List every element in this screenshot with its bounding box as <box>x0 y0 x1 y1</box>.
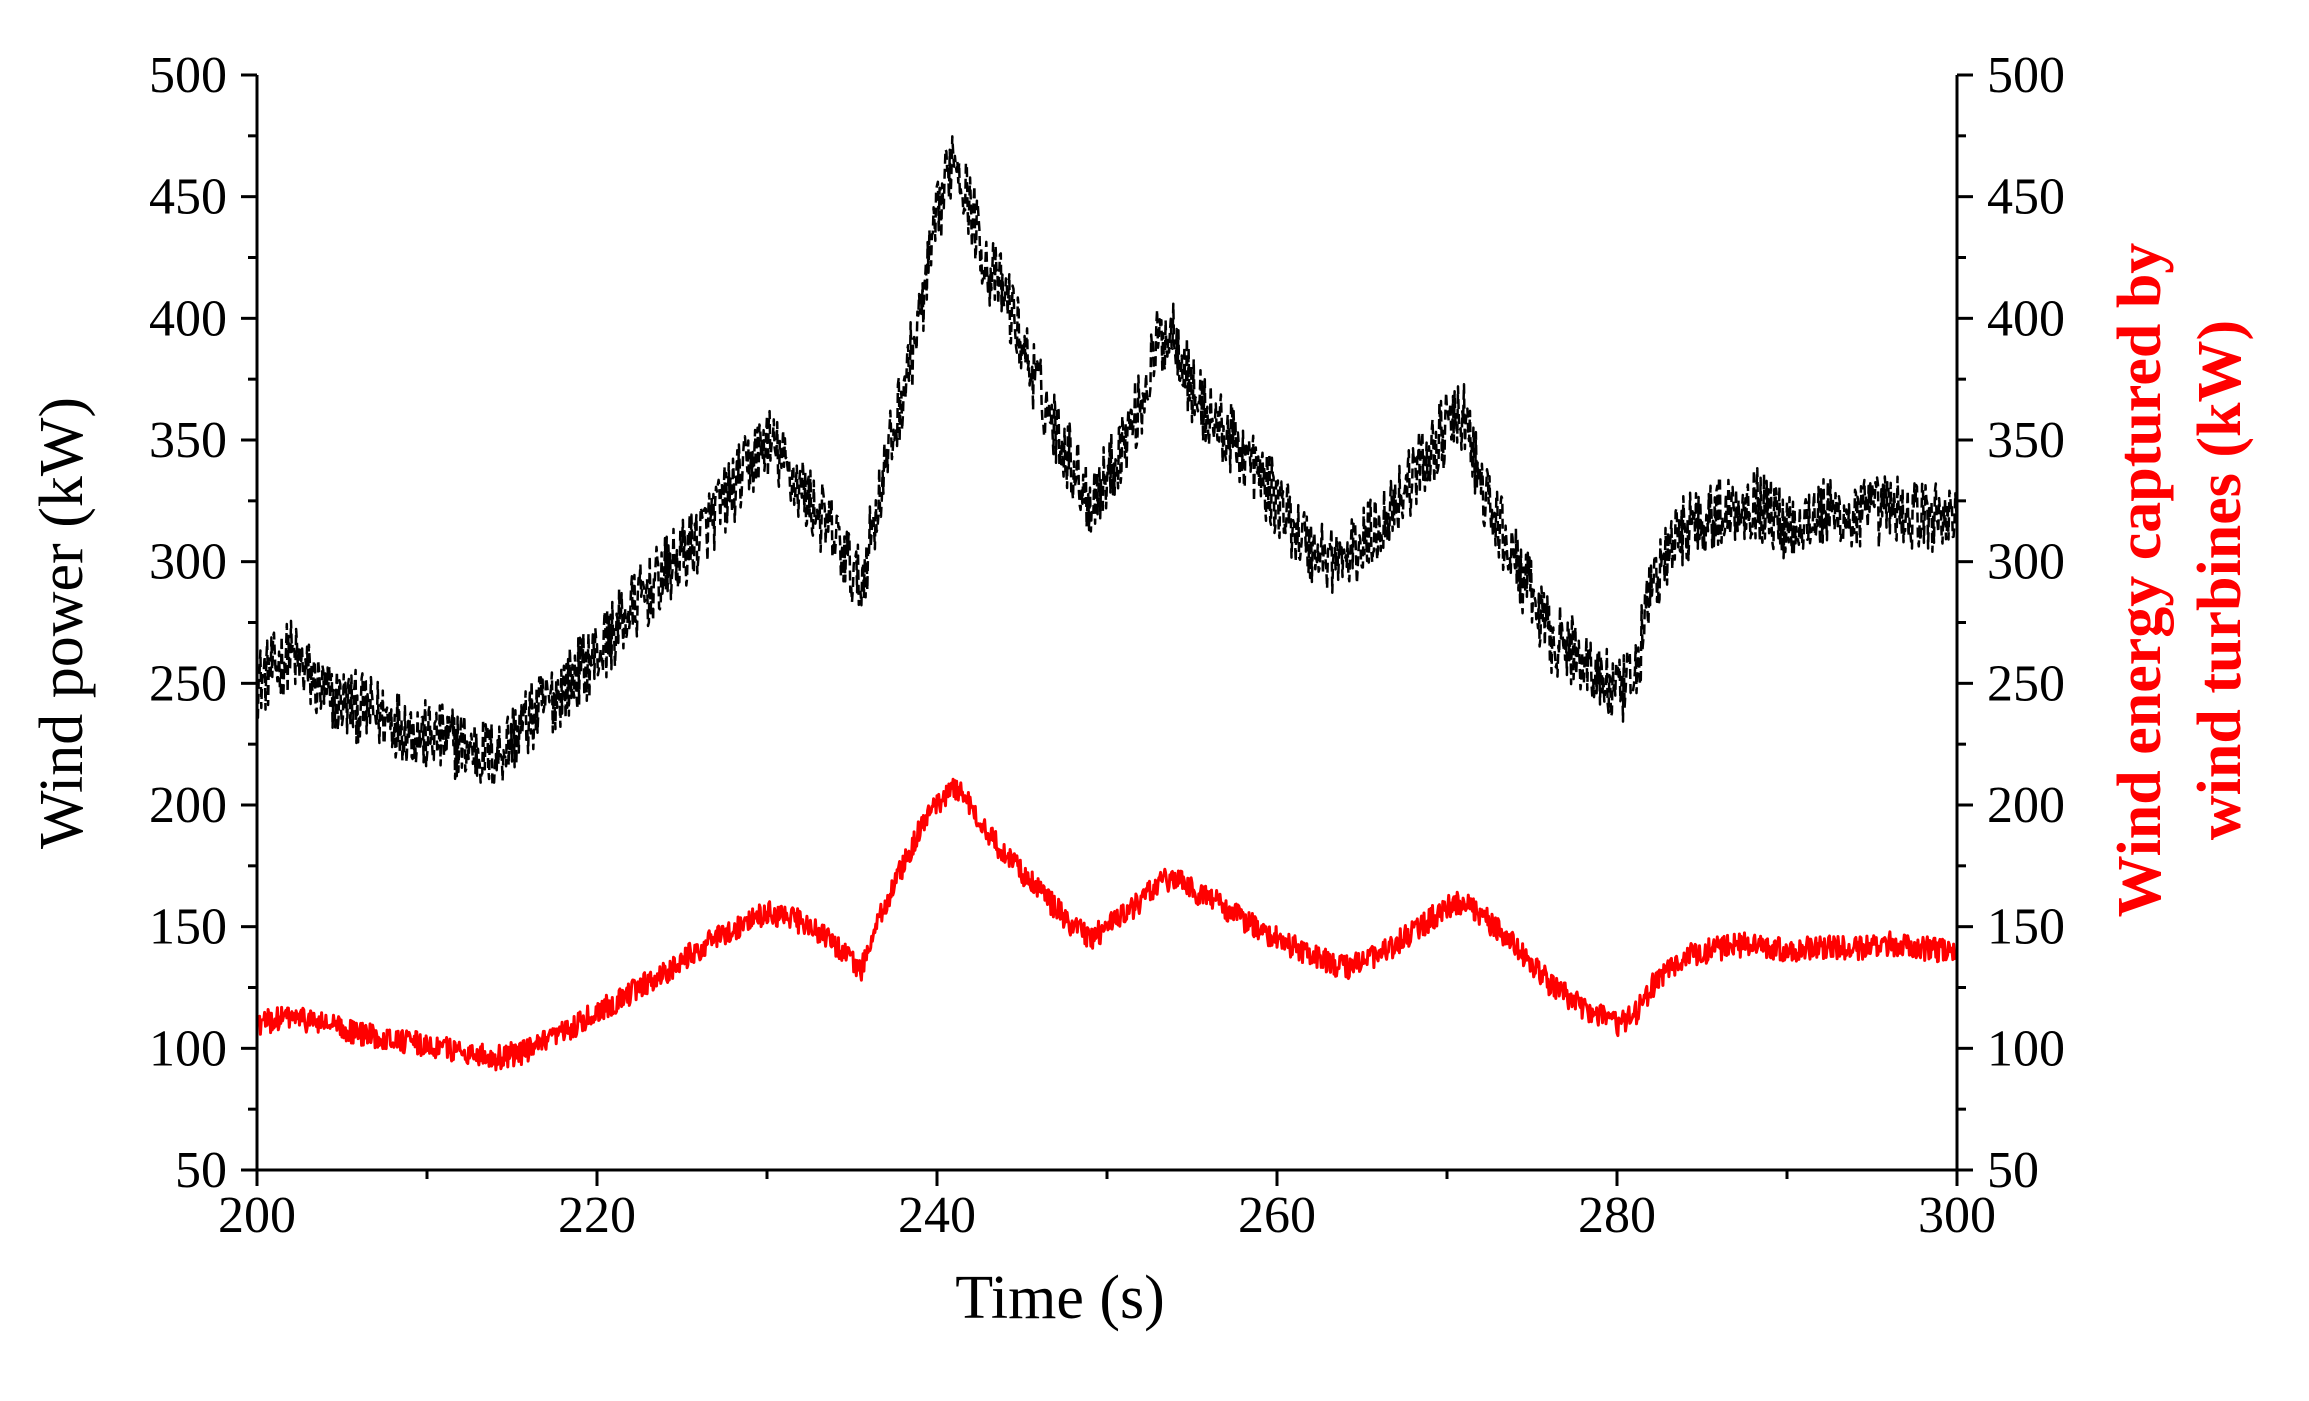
x-tick-label: 220 <box>558 1187 636 1244</box>
x-tick-label: 300 <box>1918 1187 1996 1244</box>
y-tick-label-left: 400 <box>149 290 227 347</box>
x-tick-label: 240 <box>898 1187 976 1244</box>
x-axis-title: Time (s) <box>955 1264 1165 1332</box>
y-tick-label-left: 50 <box>175 1142 227 1199</box>
y-tick-label-right: 450 <box>1987 169 2065 226</box>
y-tick-label-left: 500 <box>149 47 227 104</box>
y-axis-title-right-line-1: Wind energy captured by <box>2106 243 2174 918</box>
y-tick-label-right: 150 <box>1987 899 2065 956</box>
y-tick-label-left: 200 <box>149 777 227 834</box>
captured-energy-series-line <box>255 777 1959 1072</box>
y-tick-label-left: 350 <box>149 412 227 469</box>
y-tick-label-right: 250 <box>1987 655 2065 712</box>
y-tick-label-left: 150 <box>149 899 227 956</box>
x-tick-label: 260 <box>1238 1187 1316 1244</box>
wind-power-series-line <box>256 135 1959 786</box>
y-tick-label-left: 300 <box>149 534 227 591</box>
series-layer <box>255 135 1959 1072</box>
y-tick-label-right: 350 <box>1987 412 2065 469</box>
x-tick-label: 200 <box>218 1187 296 1244</box>
x-tick-label: 280 <box>1578 1187 1656 1244</box>
y-axis-title-right-line-2: wind turbines (kW) <box>2186 320 2254 840</box>
y-tick-label-right: 100 <box>1987 1020 2065 1077</box>
y-tick-label-right: 200 <box>1987 777 2065 834</box>
y-tick-label-left: 100 <box>149 1020 227 1077</box>
y-tick-label-left: 450 <box>149 169 227 226</box>
labels-layer: Time (s) Wind power (kW) Wind energy cap… <box>28 243 2254 1332</box>
y-tick-label-right: 50 <box>1987 1142 2039 1199</box>
y-tick-label-right: 300 <box>1987 534 2065 591</box>
y-axis-title-left: Wind power (kW) <box>28 397 96 849</box>
y-tick-label-right: 400 <box>1987 290 2065 347</box>
y-tick-label-left: 250 <box>149 655 227 712</box>
y-tick-label-right: 500 <box>1987 47 2065 104</box>
